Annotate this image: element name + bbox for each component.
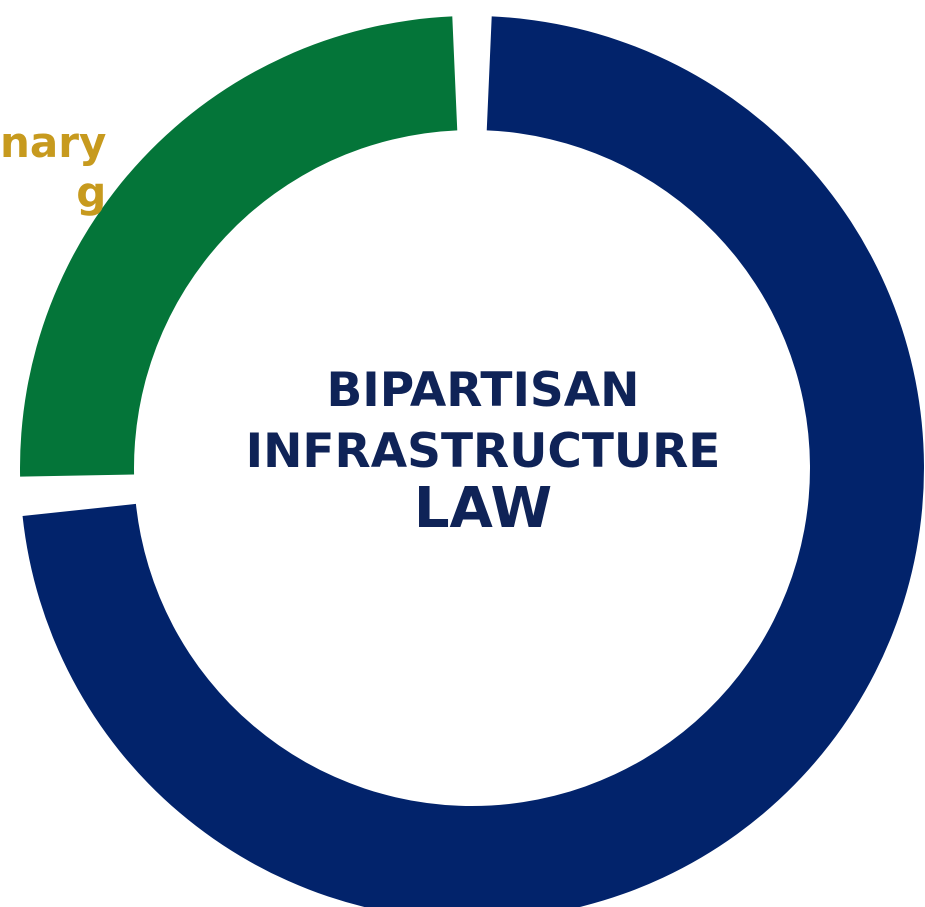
center-label-line-1: BIPARTISAN — [326, 363, 639, 418]
donut-slice-green — [20, 16, 458, 477]
green-slice-label: nary g — [0, 118, 106, 218]
center-label: BIPARTISAN INFRASTRUCTURE LAW — [246, 363, 721, 541]
center-label-line-2: INFRASTRUCTURE — [246, 424, 721, 479]
donut-slices — [20, 16, 924, 907]
green-slice-label-fragment-1: nary — [0, 118, 107, 167]
center-label-line-3: LAW — [414, 476, 552, 541]
green-slice-label-fragment-2: g — [76, 168, 107, 217]
